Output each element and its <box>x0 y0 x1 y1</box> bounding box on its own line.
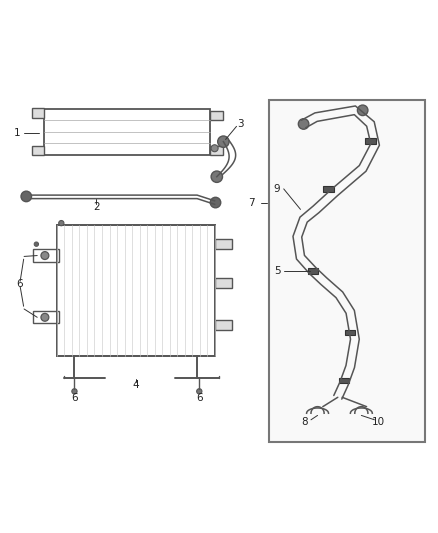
Text: 6: 6 <box>196 393 203 403</box>
Bar <box>345 330 356 335</box>
Circle shape <box>41 252 49 260</box>
Text: 3: 3 <box>237 119 244 129</box>
Bar <box>44 109 210 155</box>
Text: 6: 6 <box>71 393 78 403</box>
Text: 8: 8 <box>301 417 308 427</box>
Circle shape <box>298 119 309 129</box>
Bar <box>210 146 223 155</box>
Bar <box>32 146 44 155</box>
Text: 10: 10 <box>372 417 385 427</box>
Circle shape <box>21 191 32 201</box>
Bar <box>57 225 215 356</box>
Bar <box>323 186 334 191</box>
Circle shape <box>211 145 218 152</box>
Text: 6: 6 <box>16 279 23 289</box>
Text: 4: 4 <box>132 379 139 390</box>
Bar <box>33 249 59 262</box>
Circle shape <box>218 136 229 147</box>
Bar <box>269 100 425 442</box>
Circle shape <box>210 197 221 208</box>
Bar <box>33 311 59 324</box>
Text: 9: 9 <box>274 184 280 194</box>
Bar <box>32 108 44 118</box>
Circle shape <box>41 313 49 321</box>
Circle shape <box>211 171 223 182</box>
Bar <box>215 278 232 288</box>
Circle shape <box>72 389 77 394</box>
Bar <box>339 377 349 383</box>
Bar <box>215 320 232 330</box>
Bar <box>215 239 232 248</box>
Circle shape <box>197 389 202 394</box>
Bar <box>307 268 318 273</box>
Circle shape <box>34 242 39 246</box>
Circle shape <box>357 105 368 116</box>
Text: 1: 1 <box>14 128 21 138</box>
Bar <box>365 139 376 144</box>
Bar <box>210 110 223 120</box>
Circle shape <box>59 221 64 226</box>
Text: 7: 7 <box>248 198 255 208</box>
Text: 2: 2 <box>93 203 100 212</box>
Text: 5: 5 <box>274 266 280 276</box>
